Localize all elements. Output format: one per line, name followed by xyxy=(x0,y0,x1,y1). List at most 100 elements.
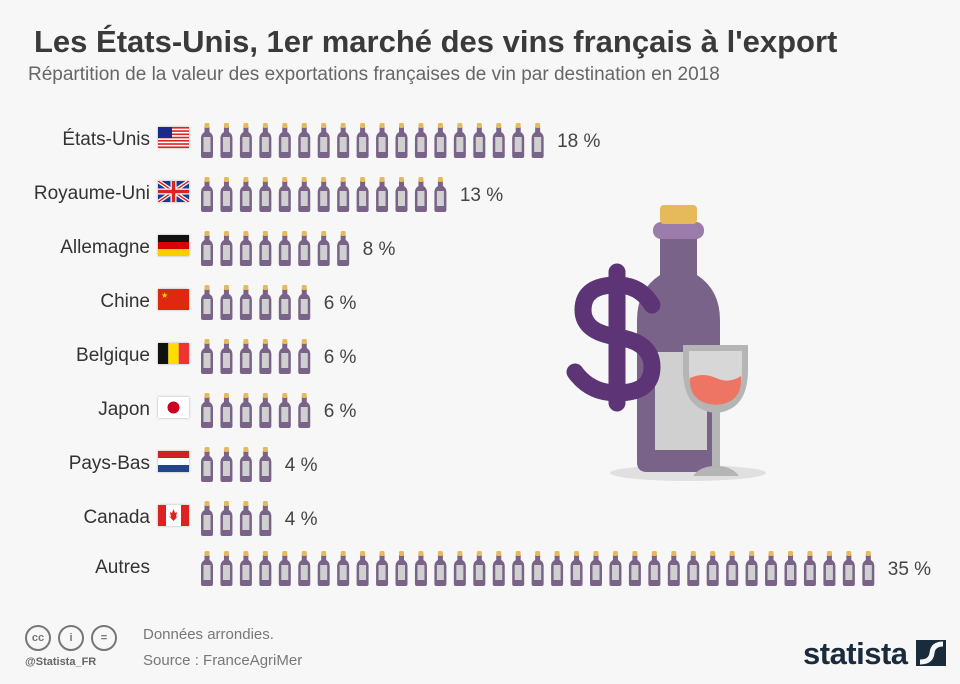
wine-bottle-icon xyxy=(239,231,252,266)
country-label: Autres xyxy=(95,557,150,578)
wine-bottle-icon xyxy=(278,551,291,586)
value-label: 6 % xyxy=(323,401,357,422)
wine-bottle-icon xyxy=(823,551,836,586)
wine-bottle-icon xyxy=(201,177,213,212)
dollar-icon xyxy=(566,263,661,412)
wine-bottle-icon xyxy=(259,447,272,482)
row-7 xyxy=(201,501,272,536)
wine-bottle-icon xyxy=(745,551,758,586)
wine-bottle-icon xyxy=(356,551,369,586)
statista-mark-icon xyxy=(915,640,946,666)
wine-bottle-icon xyxy=(337,551,350,586)
wine-bottle-icon xyxy=(492,551,505,586)
wine-bottle-icon xyxy=(376,123,389,158)
wine-bottle-icon xyxy=(473,123,486,158)
wine-bottle-icon xyxy=(239,285,252,320)
wine-bottle-icon xyxy=(434,177,447,212)
cc-icon[interactable]: cc xyxy=(25,625,51,651)
statista-logo[interactable]: statista xyxy=(803,636,946,672)
wine-bottle-icon xyxy=(395,177,408,212)
wine-bottle-icon xyxy=(434,551,447,586)
wine-bottle-icon xyxy=(201,285,213,320)
wine-bottle-icon xyxy=(376,551,389,586)
wine-bottle-icon xyxy=(278,393,291,428)
row-2 xyxy=(201,231,350,266)
country-label: États-Unis xyxy=(62,129,150,150)
value-label: 4 % xyxy=(284,509,318,530)
wine-bottle-icon xyxy=(395,551,408,586)
twitter-handle[interactable]: @Statista_FR xyxy=(25,656,97,668)
wine-bottle-icon xyxy=(862,551,875,586)
wine-bottle-icon xyxy=(453,123,466,158)
value-label: 6 % xyxy=(323,347,357,368)
wine-bottle-icon xyxy=(278,285,291,320)
wine-bottle-icon xyxy=(784,551,797,586)
flag-cn-icon: ★ xyxy=(158,289,189,310)
wine-bottle-icon xyxy=(259,393,272,428)
row-3 xyxy=(201,285,311,320)
wine-bottle-icon xyxy=(220,177,233,212)
wine-bottle-icon xyxy=(278,339,291,374)
footnote: Données arrondies. xyxy=(143,626,274,643)
wine-bottle-icon xyxy=(667,551,680,586)
wine-bottle-icon xyxy=(239,393,252,428)
wine-bottle-icon xyxy=(259,339,272,374)
value-label: 35 % xyxy=(887,559,932,580)
wine-bottle-icon xyxy=(414,551,427,586)
wine-bottle-icon xyxy=(337,177,350,212)
wine-glass-icon xyxy=(683,345,748,476)
country-label: Belgique xyxy=(76,345,150,366)
flag-nl-icon xyxy=(158,451,189,472)
wine-bottle-icon xyxy=(531,551,544,586)
country-label: Pays-Bas xyxy=(68,453,150,474)
wine-bottle-icon xyxy=(259,231,272,266)
wine-bottle-icon xyxy=(356,123,369,158)
wine-bottle-icon xyxy=(512,551,525,586)
wine-bottle-icon xyxy=(220,285,233,320)
wine-bottle-icon xyxy=(317,123,330,158)
country-label: Royaume-Uni xyxy=(33,183,150,204)
value-label: 6 % xyxy=(323,293,357,314)
flag-be-icon xyxy=(158,343,189,364)
wine-bottle-icon xyxy=(239,447,252,482)
wine-bottle-icon xyxy=(259,285,272,320)
wine-bottle-icon xyxy=(395,123,408,158)
wine-bottle-icon xyxy=(609,551,622,586)
wine-bottle-icon xyxy=(551,551,564,586)
wine-bottle-icon xyxy=(356,177,369,212)
bottle-collar xyxy=(653,222,704,239)
wine-bottle-icon xyxy=(278,231,291,266)
wine-bottle-icon xyxy=(259,177,272,212)
wine-bottle-icon xyxy=(317,551,330,586)
wine-bottle-icon xyxy=(201,123,213,158)
chart-subtitle: Répartition de la valeur des exportation… xyxy=(28,64,720,85)
wine-bottle-icon xyxy=(259,551,272,586)
flag-gb-icon xyxy=(156,179,191,204)
wine-bottle-icon xyxy=(337,231,350,266)
value-label: 18 % xyxy=(557,131,601,152)
wine-bottle-icon xyxy=(220,123,233,158)
wine-bottle-icon xyxy=(298,177,311,212)
wine-bottle-icon xyxy=(317,231,330,266)
wine-bottle-icon xyxy=(803,551,816,586)
logo-text: statista xyxy=(803,636,908,671)
flag-ca-icon xyxy=(158,505,189,526)
country-label: Canada xyxy=(83,507,150,528)
attribution-icon[interactable]: i xyxy=(58,625,84,651)
wine-bottle-icon xyxy=(259,123,272,158)
wine-bottle-icon xyxy=(434,123,447,158)
no-derivatives-icon[interactable]: = xyxy=(91,625,117,651)
wine-bottle-icon xyxy=(726,551,739,586)
wine-bottle-icon xyxy=(590,551,602,586)
wine-bottle-icon xyxy=(239,339,252,374)
country-label: Chine xyxy=(100,291,150,312)
wine-bottle-icon xyxy=(220,447,233,482)
wine-bottle-icon xyxy=(298,285,311,320)
wine-bottle-icon xyxy=(220,501,233,536)
wine-bottle-icon xyxy=(414,123,427,158)
wine-bottle-icon xyxy=(259,501,272,536)
wine-bottle-icon xyxy=(492,123,505,158)
wine-bottle-icon xyxy=(298,393,311,428)
wine-bottle-icon xyxy=(414,177,427,212)
